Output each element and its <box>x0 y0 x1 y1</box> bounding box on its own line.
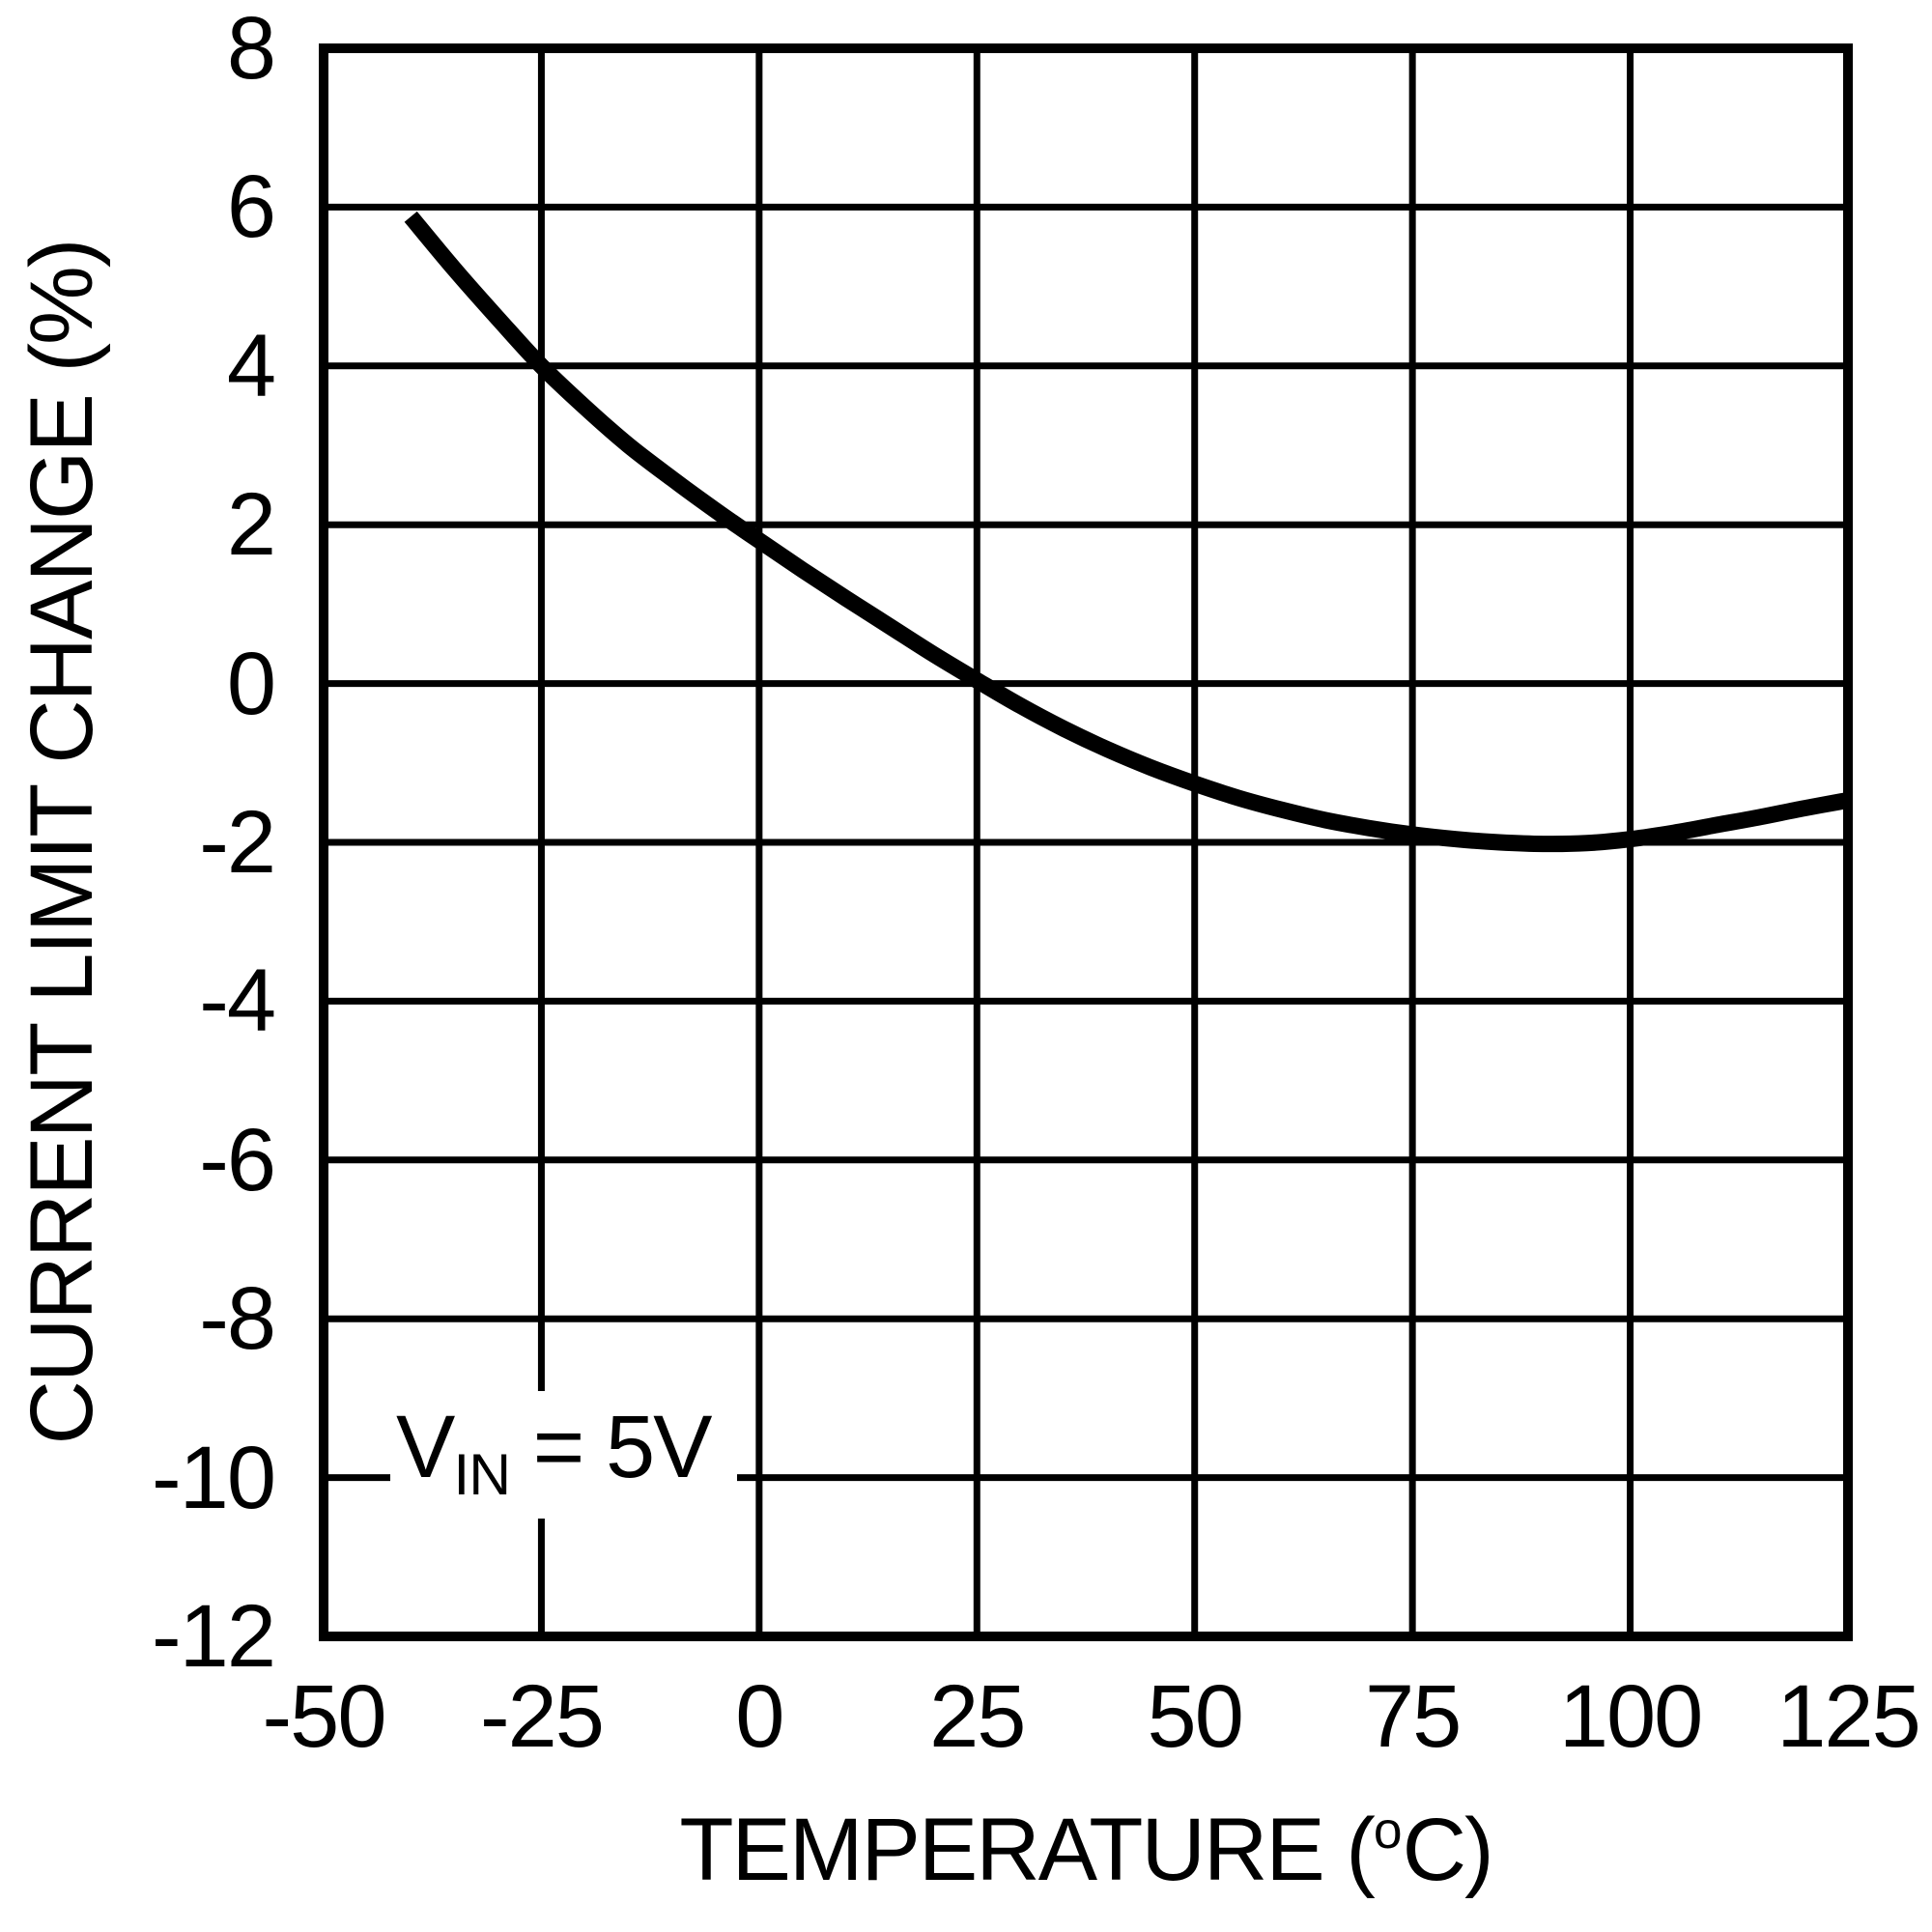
vin-annotation: VIN = 5V <box>390 1391 738 1519</box>
x-tick-label-75: 75 <box>1364 1667 1462 1766</box>
y-axis-title: CURRENT LIMIT CHANGE (%) <box>13 240 111 1445</box>
y-tick-label--10: -10 <box>152 1428 276 1527</box>
x-tick-label--25: -25 <box>479 1667 605 1766</box>
plot-border <box>319 43 1853 1641</box>
x-axis-title-unit: C) <box>1402 1801 1494 1900</box>
x-axis-title-text: TEMPERATURE ( <box>679 1801 1376 1900</box>
y-tick-label-4: 4 <box>226 316 276 415</box>
y-tick-label--2: -2 <box>199 793 276 892</box>
x-tick-label-25: 25 <box>929 1667 1026 1766</box>
y-tick-label-2: 2 <box>226 475 276 575</box>
vin-annotation-subscript: IN <box>453 1441 511 1508</box>
vin-annotation-rest: = 5V <box>510 1398 713 1496</box>
y-tick-label-0: 0 <box>226 634 276 733</box>
y-tick-label--8: -8 <box>199 1269 276 1369</box>
x-tick-label--50: -50 <box>262 1667 387 1766</box>
x-tick-label-100: 100 <box>1558 1667 1703 1766</box>
y-tick-label--12: -12 <box>152 1587 276 1686</box>
y-tick-label-6: 6 <box>226 157 276 257</box>
vin-annotation-main: V <box>396 1398 455 1496</box>
x-tick-label-125: 125 <box>1776 1667 1920 1766</box>
y-tick-label-8: 8 <box>226 0 276 98</box>
series-layer <box>404 211 1850 853</box>
y-tick-label--4: -4 <box>199 952 276 1051</box>
x-tick-label-0: 0 <box>735 1667 784 1766</box>
x-axis-title: TEMPERATURE (oC) <box>679 1802 1493 1894</box>
y-tick-label--6: -6 <box>199 1110 276 1209</box>
degree-symbol: o <box>1373 1802 1403 1860</box>
series-curve-current-limit-change <box>404 211 1850 853</box>
x-tick-label-50: 50 <box>1147 1667 1244 1766</box>
